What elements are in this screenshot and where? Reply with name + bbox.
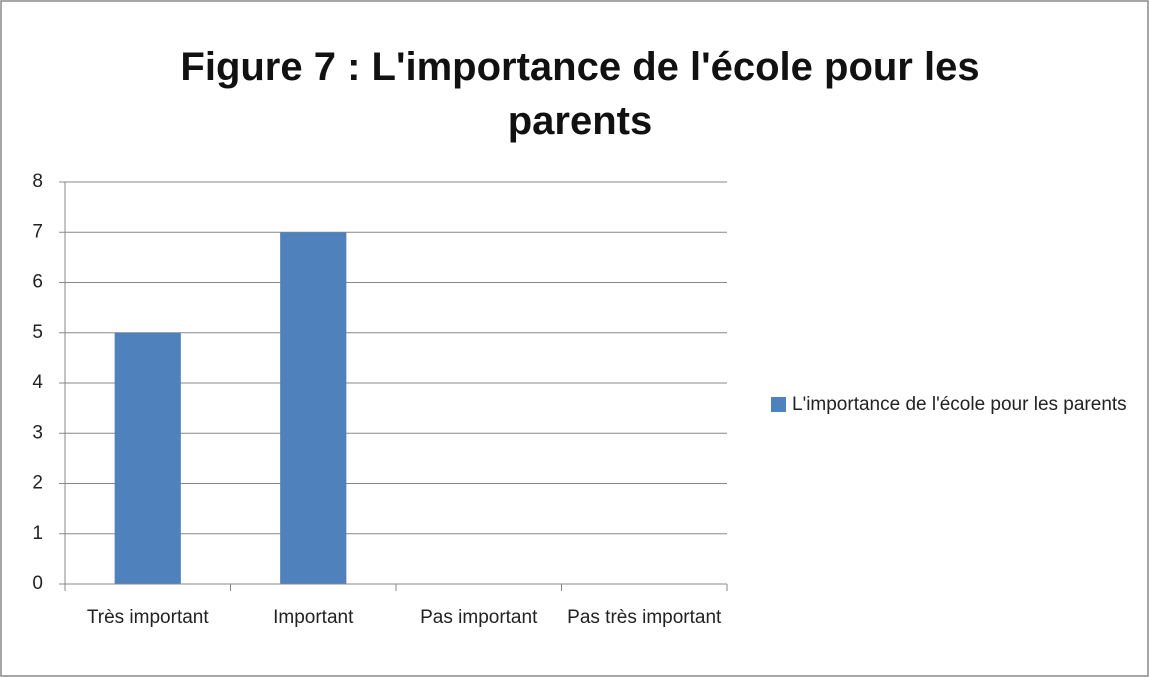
- legend-swatch: [771, 397, 786, 412]
- x-tick-label: Important: [273, 607, 354, 628]
- y-tick-label: 0: [32, 573, 43, 594]
- y-tick-label: 4: [32, 372, 43, 393]
- x-tick-label: Pas important: [420, 607, 538, 628]
- y-tick-label: 1: [32, 523, 43, 544]
- bar: [114, 332, 181, 584]
- y-tick-label: 2: [32, 473, 43, 494]
- y-tick-label: 6: [32, 272, 43, 293]
- legend-label: L'importance de l'école pour les parents: [792, 394, 1127, 415]
- y-tick-label: 5: [32, 322, 43, 343]
- bar: [280, 232, 347, 584]
- y-tick-label: 7: [32, 221, 43, 242]
- y-tick-label: 8: [32, 171, 43, 192]
- x-tick-label: Très important: [86, 607, 209, 628]
- y-tick-label: 3: [32, 422, 43, 443]
- x-tick-label: Pas très important: [567, 607, 722, 628]
- chart-title: Figure 7 : L'importance de l'école pour …: [180, 45, 980, 143]
